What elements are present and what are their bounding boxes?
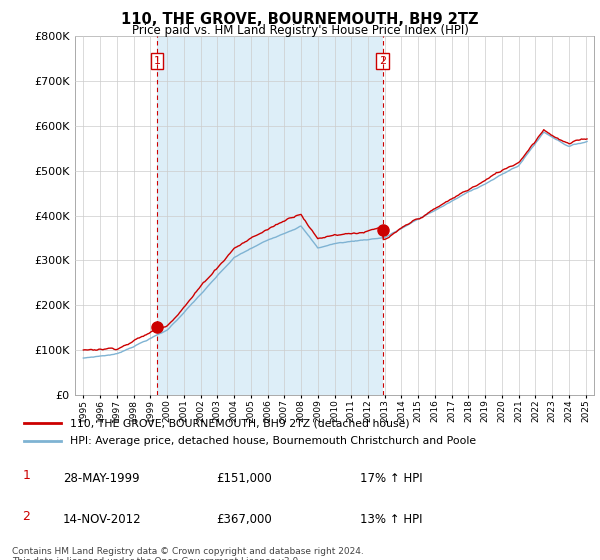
Text: 2: 2 xyxy=(22,510,31,523)
Text: 1: 1 xyxy=(22,469,31,482)
Text: 110, THE GROVE, BOURNEMOUTH, BH9 2TZ (detached house): 110, THE GROVE, BOURNEMOUTH, BH9 2TZ (de… xyxy=(70,418,409,428)
Text: 1: 1 xyxy=(154,56,161,66)
Text: Contains HM Land Registry data © Crown copyright and database right 2024.
This d: Contains HM Land Registry data © Crown c… xyxy=(12,547,364,560)
Text: 2: 2 xyxy=(379,56,386,66)
Bar xyxy=(157,36,383,395)
Text: 14-NOV-2012: 14-NOV-2012 xyxy=(63,512,142,526)
Text: 110, THE GROVE, BOURNEMOUTH, BH9 2TZ: 110, THE GROVE, BOURNEMOUTH, BH9 2TZ xyxy=(121,12,479,27)
Text: 17% ↑ HPI: 17% ↑ HPI xyxy=(360,472,422,485)
Text: 28-MAY-1999: 28-MAY-1999 xyxy=(63,472,140,485)
Text: HPI: Average price, detached house, Bournemouth Christchurch and Poole: HPI: Average price, detached house, Bour… xyxy=(70,436,476,446)
Text: £151,000: £151,000 xyxy=(216,472,272,485)
Text: Price paid vs. HM Land Registry's House Price Index (HPI): Price paid vs. HM Land Registry's House … xyxy=(131,24,469,36)
Text: 13% ↑ HPI: 13% ↑ HPI xyxy=(360,512,422,526)
Text: £367,000: £367,000 xyxy=(216,512,272,526)
